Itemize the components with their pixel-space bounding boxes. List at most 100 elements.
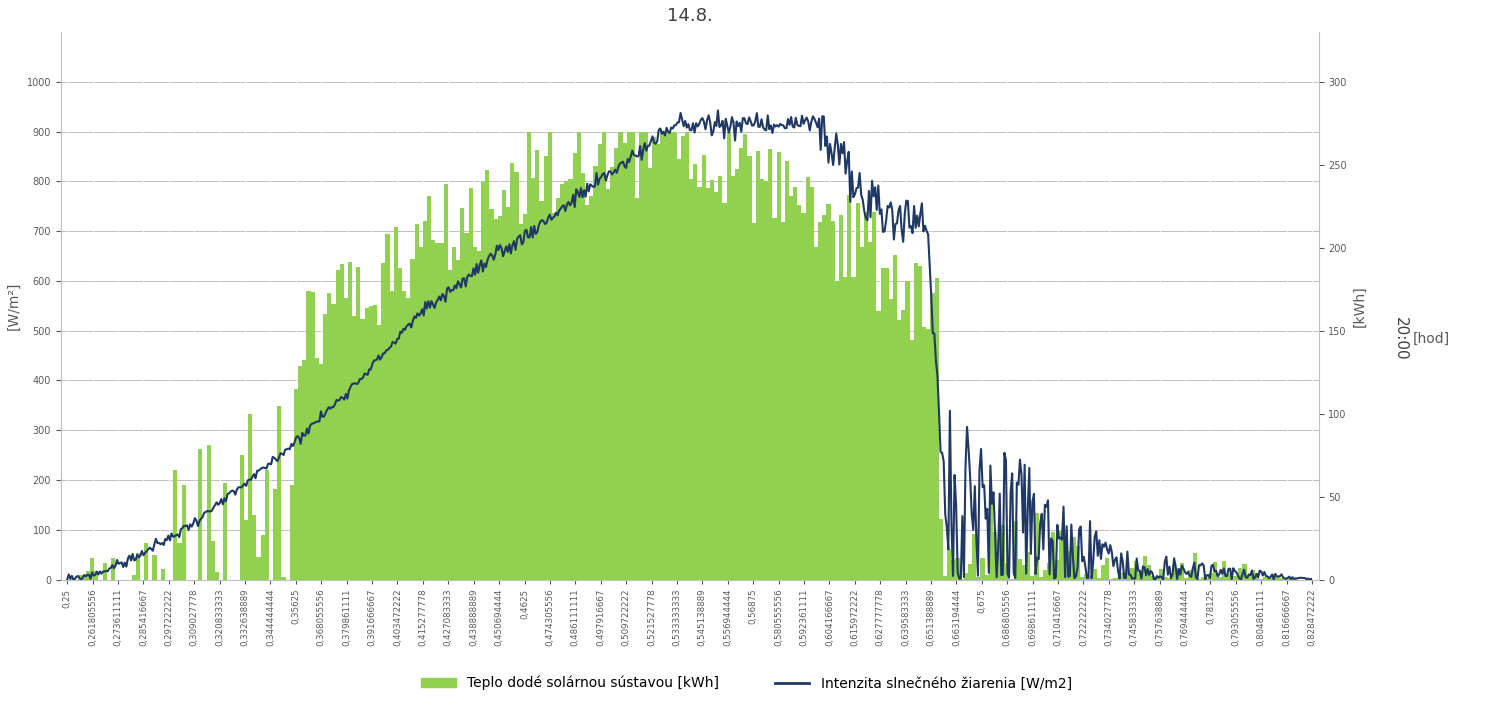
Bar (793, 187, 797, 579)
Bar (711, 180, 714, 579)
Bar (82, 575, 87, 579)
Bar (651, 137, 655, 579)
Bar (835, 280, 839, 579)
Bar (302, 360, 306, 579)
Bar (78, 575, 82, 579)
Bar (178, 543, 182, 579)
Bar (926, 329, 930, 579)
Bar (278, 406, 282, 579)
Bar (340, 264, 343, 579)
Bar (1275, 576, 1280, 579)
Bar (1217, 577, 1221, 579)
Bar (855, 203, 860, 579)
Bar (1063, 564, 1067, 579)
Bar (1139, 572, 1142, 579)
Bar (385, 234, 390, 579)
Bar (776, 153, 781, 579)
Bar (423, 222, 427, 579)
Bar (639, 131, 643, 579)
Bar (523, 214, 527, 579)
Bar (902, 310, 905, 579)
Bar (418, 247, 423, 579)
Bar (760, 179, 764, 579)
Bar (611, 168, 614, 579)
Bar (939, 518, 944, 579)
Bar (257, 557, 261, 579)
Bar (436, 243, 439, 579)
Title: 14.8.: 14.8. (667, 7, 712, 25)
Bar (264, 470, 269, 579)
Bar (830, 221, 835, 579)
Bar (635, 198, 639, 579)
Bar (648, 168, 651, 579)
Bar (585, 205, 590, 579)
Bar (1200, 577, 1205, 579)
Bar (967, 564, 972, 579)
Bar (1293, 578, 1296, 579)
Bar (1021, 564, 1026, 579)
Bar (905, 281, 909, 579)
Bar (564, 181, 569, 579)
Bar (844, 277, 847, 579)
Bar (1018, 559, 1021, 579)
Bar (532, 178, 534, 579)
Legend: Teplo dodé solárnou sústavou [kWh], Intenzita slnečného žiarenia [W/m2]: Teplo dodé solárnou sústavou [kWh], Inte… (415, 670, 1078, 696)
Bar (1067, 551, 1072, 579)
Bar (935, 278, 939, 579)
Bar (664, 131, 669, 579)
Bar (1121, 572, 1126, 579)
Bar (306, 290, 311, 579)
Bar (548, 131, 552, 579)
Bar (390, 291, 394, 579)
Bar (923, 327, 926, 579)
Bar (1042, 570, 1047, 579)
Bar (406, 298, 411, 579)
Bar (947, 549, 951, 579)
Bar (727, 131, 730, 579)
Bar (94, 571, 99, 579)
Bar (222, 483, 227, 579)
Bar (702, 155, 706, 579)
Bar (282, 577, 285, 579)
Bar (643, 131, 648, 579)
Bar (543, 156, 548, 579)
Bar (261, 535, 264, 579)
Bar (914, 263, 918, 579)
Bar (632, 131, 635, 579)
Bar (963, 573, 967, 579)
Bar (984, 575, 988, 579)
Bar (997, 539, 1002, 579)
Bar (1221, 561, 1226, 579)
Bar (1268, 578, 1272, 579)
Bar (1209, 573, 1214, 579)
Bar (818, 222, 823, 579)
Bar (606, 189, 611, 579)
Bar (839, 215, 844, 579)
Bar (1142, 556, 1147, 579)
Bar (555, 197, 560, 579)
Text: [hod]: [hod] (1414, 332, 1450, 346)
Bar (706, 188, 711, 579)
Bar (872, 212, 876, 579)
Bar (944, 576, 947, 579)
Bar (876, 311, 881, 579)
Bar (248, 415, 252, 579)
Bar (427, 196, 431, 579)
Bar (131, 575, 136, 579)
Bar (457, 260, 460, 579)
Bar (485, 170, 490, 579)
Bar (348, 262, 352, 579)
Bar (381, 263, 385, 579)
Bar (448, 271, 452, 579)
Bar (988, 498, 993, 579)
Bar (981, 558, 984, 579)
Bar (1039, 577, 1042, 579)
Bar (1179, 563, 1184, 579)
Bar (357, 267, 360, 579)
Bar (1088, 578, 1093, 579)
Bar (893, 255, 897, 579)
Bar (161, 569, 164, 579)
Bar (506, 207, 511, 579)
Bar (718, 176, 723, 579)
Bar (415, 224, 418, 579)
